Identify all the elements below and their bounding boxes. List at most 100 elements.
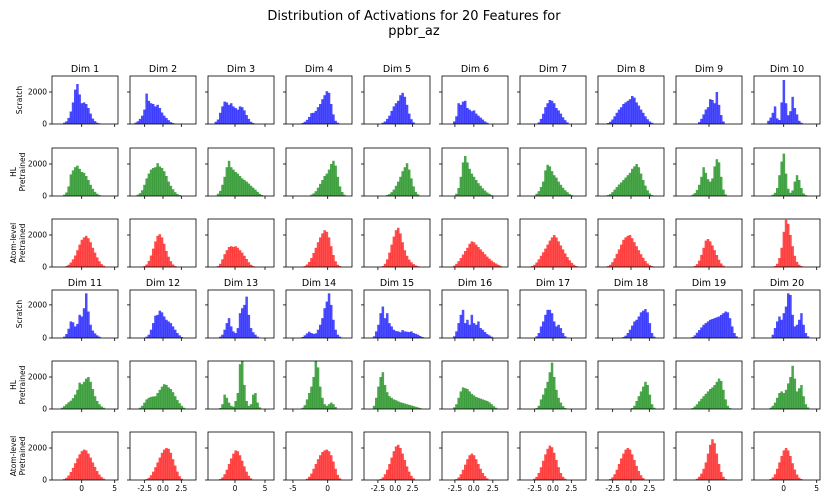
histogram-bar xyxy=(561,249,565,267)
histogram-bar xyxy=(468,168,471,196)
histogram-bar xyxy=(158,166,162,196)
histogram-bar xyxy=(412,122,415,124)
x-tick-label: -5 xyxy=(289,484,297,493)
histogram-bar xyxy=(711,387,714,409)
histogram-bar xyxy=(305,264,309,267)
histogram-bar xyxy=(236,173,240,196)
histogram-bar xyxy=(98,474,101,480)
histogram-bar xyxy=(410,262,413,267)
histogram-bar xyxy=(241,308,244,338)
histogram-bar xyxy=(477,321,480,338)
histogram-bar xyxy=(544,454,547,480)
histogram-bar xyxy=(488,258,491,267)
histogram-bar xyxy=(615,253,619,267)
histogram-bar xyxy=(176,333,179,338)
histogram-bar xyxy=(303,405,307,409)
histogram-bar xyxy=(381,306,385,338)
histogram-bar xyxy=(89,324,92,338)
histogram-bar xyxy=(793,255,797,267)
histogram-bar xyxy=(156,104,159,124)
panel-frame xyxy=(363,218,431,268)
histogram-bar xyxy=(795,391,799,409)
histogram-bar xyxy=(343,194,346,196)
histogram-bar xyxy=(308,261,311,267)
histogram-bar xyxy=(419,408,422,409)
histogram-bar xyxy=(609,479,612,480)
histogram-bar xyxy=(646,312,649,338)
row-label: Scratch xyxy=(15,86,24,115)
histogram-bar xyxy=(542,252,545,267)
histogram-bar xyxy=(323,95,326,124)
histogram-bar xyxy=(171,459,175,480)
histogram-bar xyxy=(234,108,237,124)
histogram-bar xyxy=(490,260,493,267)
histogram-bar xyxy=(789,456,792,480)
histogram-bar xyxy=(223,394,226,409)
histogram-bar xyxy=(691,408,694,409)
histogram-bar xyxy=(89,381,92,409)
histogram-bar xyxy=(481,329,485,338)
histogram-bar xyxy=(74,167,77,196)
histogram-bar xyxy=(401,402,404,409)
histogram-bar xyxy=(234,450,237,480)
histogram-bar xyxy=(455,404,458,409)
histogram-bar xyxy=(475,459,478,480)
histogram-bar xyxy=(806,336,810,338)
histogram-bar xyxy=(481,251,485,267)
histogram-bar xyxy=(167,448,170,480)
panel-frame xyxy=(441,218,509,268)
histogram-bar xyxy=(646,385,649,409)
histogram-bar xyxy=(459,104,463,124)
histogram-bar xyxy=(713,443,716,480)
histogram-bar xyxy=(372,336,376,338)
histogram-bar xyxy=(793,469,797,480)
histogram-bar xyxy=(312,468,315,480)
histogram-bar xyxy=(561,187,565,196)
histogram-bar xyxy=(624,237,627,267)
histogram-bar xyxy=(102,407,106,409)
histogram-bar xyxy=(301,337,304,338)
histogram-bar xyxy=(305,399,309,409)
panel-title: Dim 1 xyxy=(71,64,99,75)
histogram-bar xyxy=(392,329,396,338)
histogram-bar xyxy=(410,331,413,338)
histogram-bar xyxy=(624,102,627,124)
histogram-bar xyxy=(773,402,777,409)
histogram-bar xyxy=(637,105,641,124)
histogram-bar xyxy=(381,372,385,409)
histogram-bar xyxy=(626,175,630,196)
histogram-bar xyxy=(646,263,649,267)
histogram-bar xyxy=(773,328,777,338)
histogram-bar xyxy=(312,112,315,124)
histogram-bar xyxy=(778,175,781,196)
histogram-bar xyxy=(459,258,463,267)
histogram-bar xyxy=(464,251,467,267)
histogram-bar xyxy=(461,101,465,124)
histogram-bar xyxy=(145,178,148,196)
histogram-bar xyxy=(784,219,788,267)
histogram-bar xyxy=(481,472,485,480)
histogram-bar xyxy=(314,191,318,196)
histogram-bar xyxy=(91,389,95,409)
y-tick-label: 0 xyxy=(42,476,47,485)
histogram-bar xyxy=(475,324,478,338)
histogram-bar xyxy=(483,190,487,196)
histogram-bar xyxy=(325,301,329,338)
histogram-bar xyxy=(635,102,638,124)
histogram-bar xyxy=(693,406,697,409)
histogram-bar xyxy=(180,405,184,409)
y-tick-label: 2000 xyxy=(28,300,47,309)
histogram-bar xyxy=(383,474,387,480)
histogram-bar xyxy=(234,246,237,267)
histogram-bar xyxy=(648,265,652,267)
histogram-bar xyxy=(537,472,541,480)
histogram-bar xyxy=(802,193,805,196)
histogram-bar xyxy=(408,471,411,480)
histogram-bar xyxy=(566,122,569,124)
histogram-bar xyxy=(243,304,246,338)
histogram-bar xyxy=(793,181,797,196)
histogram-bar xyxy=(332,255,335,267)
histogram-bar xyxy=(546,448,549,480)
histogram-bar xyxy=(720,263,723,267)
